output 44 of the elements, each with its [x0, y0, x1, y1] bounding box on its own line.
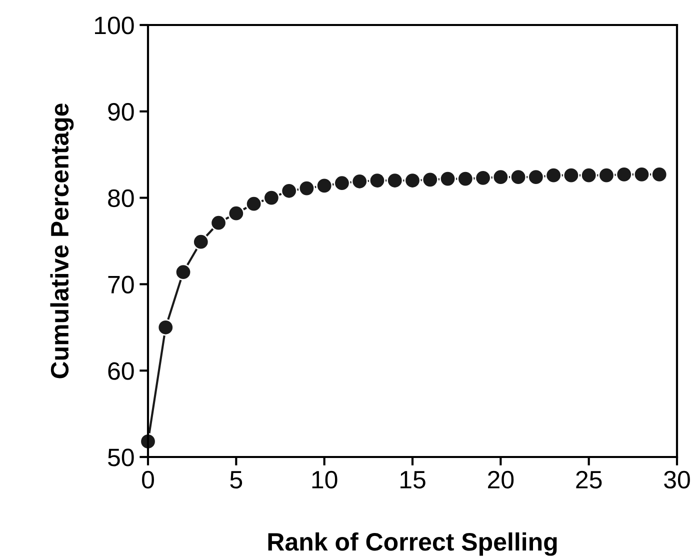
point — [280, 182, 298, 200]
point — [492, 168, 509, 186]
point — [210, 214, 227, 232]
y-tick-label: 50 — [108, 448, 134, 466]
y-tick-label: 100 — [95, 16, 134, 34]
point — [474, 170, 492, 186]
y-tick-label: 80 — [108, 189, 134, 208]
point — [334, 174, 350, 192]
point — [510, 168, 527, 186]
point — [562, 167, 580, 184]
point — [633, 166, 650, 183]
point — [598, 167, 615, 184]
point — [404, 172, 421, 189]
x-tick-label: 30 — [664, 470, 690, 489]
point — [228, 205, 244, 222]
point — [528, 168, 544, 186]
point — [192, 234, 210, 250]
point — [457, 170, 474, 188]
point — [245, 196, 262, 212]
point — [298, 180, 316, 197]
point — [263, 189, 280, 206]
x-tick-label: 0 — [142, 470, 154, 489]
y-tick-label: 60 — [108, 362, 134, 380]
point — [439, 170, 456, 188]
point — [386, 172, 404, 189]
point — [351, 173, 368, 190]
x-tick-label: 5 — [230, 471, 242, 489]
x-tick-label: 10 — [312, 470, 338, 489]
y-tick-label: 90 — [108, 103, 134, 121]
y-tick-label: 70 — [108, 276, 134, 294]
point — [174, 264, 192, 280]
point — [368, 172, 386, 189]
y-axis-title: Cumulative Percentage — [50, 104, 74, 378]
point — [616, 166, 632, 183]
point — [316, 177, 333, 194]
x-tick-label: 25 — [576, 470, 602, 489]
x-axis-title: Rank of Correct Spelling — [268, 532, 557, 556]
x-tick-label: 20 — [488, 470, 514, 489]
x-tick-label: 15 — [400, 471, 426, 489]
point — [157, 319, 174, 336]
point — [422, 171, 438, 188]
point — [580, 167, 598, 184]
point — [545, 167, 562, 184]
point — [651, 166, 668, 183]
